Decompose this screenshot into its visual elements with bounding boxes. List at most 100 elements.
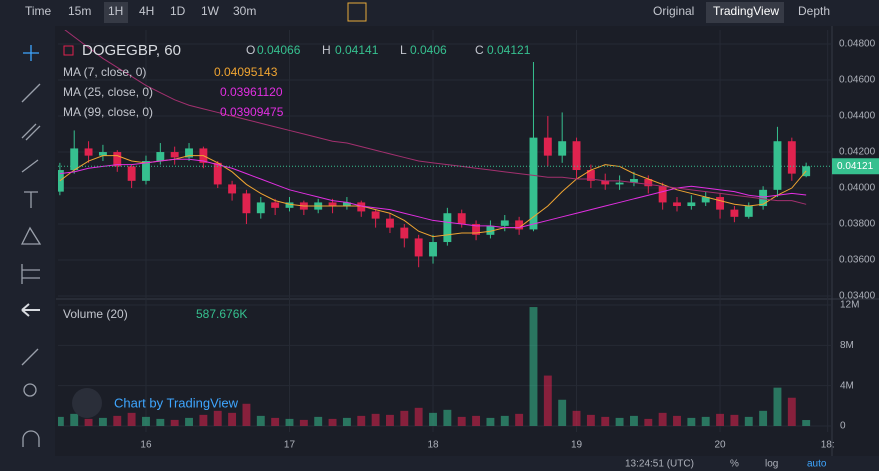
price-pane bbox=[58, 30, 811, 268]
candle-body bbox=[285, 202, 294, 208]
plot: 0.03400 0.03600 0.03800 0.04000 0.04200 0.044… bbox=[58, 30, 879, 451]
candle-body bbox=[644, 179, 653, 187]
volume-bar bbox=[802, 420, 811, 426]
interval[interactable]: 1W bbox=[201, 4, 220, 18]
candle-body bbox=[744, 206, 753, 217]
candle-body bbox=[58, 170, 64, 192]
bottom-bar bbox=[0, 456, 879, 471]
candle-body bbox=[486, 225, 495, 235]
y-tick-label: 0.04000 bbox=[839, 183, 876, 194]
volume-bar bbox=[342, 417, 351, 426]
y-tick-label: 0.03400 bbox=[839, 291, 876, 302]
candle-body bbox=[716, 197, 725, 210]
volume-bar bbox=[443, 409, 452, 426]
volume-bar bbox=[529, 307, 538, 426]
ma-value: 0.03961120 bbox=[220, 85, 283, 99]
volume-bar bbox=[386, 414, 394, 426]
volume-bar bbox=[615, 417, 624, 426]
candle-body bbox=[457, 213, 466, 225]
candle-body bbox=[773, 141, 782, 190]
interval[interactable]: 1H bbox=[108, 4, 123, 18]
volume-bar bbox=[400, 410, 409, 426]
candle-body bbox=[400, 227, 409, 239]
volume-bar bbox=[472, 415, 481, 426]
view-tab[interactable]: TradingView bbox=[713, 4, 779, 18]
candle-body bbox=[558, 141, 567, 156]
ohlc-letter: O bbox=[246, 43, 255, 57]
volume-bar bbox=[199, 414, 208, 426]
candle-body bbox=[228, 184, 237, 194]
ohlc-letter: L bbox=[400, 43, 407, 57]
y-tick-label: 0.04800 bbox=[839, 39, 876, 50]
interval[interactable]: 1D bbox=[170, 4, 186, 18]
volume-bar bbox=[256, 415, 265, 426]
toolbar-time[interactable]: Time bbox=[25, 4, 52, 18]
interval[interactable]: 30m bbox=[233, 4, 256, 18]
volume-bar bbox=[271, 417, 280, 426]
candle-body bbox=[515, 220, 524, 230]
volume-bar bbox=[457, 416, 466, 426]
auto-toggle[interactable]: auto bbox=[807, 459, 827, 470]
candle-body bbox=[271, 202, 280, 208]
volume-name: Volume (20) bbox=[63, 307, 128, 321]
candle-body bbox=[529, 137, 538, 230]
x-tick-label: 16 bbox=[140, 440, 152, 451]
ohlc-open: 0.04066 bbox=[257, 43, 301, 57]
last-price-label: 0.04121 bbox=[837, 161, 874, 172]
candle-body bbox=[500, 220, 509, 226]
view-tab[interactable]: Original bbox=[653, 4, 694, 18]
candle-body bbox=[787, 141, 796, 174]
active-interval bbox=[104, 2, 128, 23]
volume-bar bbox=[371, 413, 380, 426]
candle-body bbox=[414, 238, 423, 257]
volume-bar bbox=[328, 418, 337, 426]
active-view bbox=[706, 2, 784, 23]
volume-bar bbox=[658, 412, 667, 426]
y-tick-label: 0.04600 bbox=[839, 75, 876, 86]
volume-bar bbox=[70, 413, 79, 426]
candle-body bbox=[127, 166, 136, 181]
volume-bar bbox=[127, 412, 136, 426]
volume-bar bbox=[314, 416, 323, 426]
volume-bar bbox=[759, 410, 768, 426]
log-toggle[interactable]: log bbox=[765, 459, 778, 470]
interval[interactable]: 4H bbox=[139, 4, 154, 18]
volume-bar bbox=[787, 397, 796, 426]
candle-body bbox=[673, 202, 681, 207]
volume-bar bbox=[601, 416, 610, 426]
volume-bar bbox=[687, 417, 696, 426]
volume-bar bbox=[558, 399, 567, 426]
volume-bar bbox=[242, 403, 251, 426]
volume-bar bbox=[170, 419, 179, 426]
candle-body bbox=[586, 170, 595, 181]
volume-bar bbox=[414, 407, 423, 426]
volume-bar bbox=[773, 387, 782, 426]
candle-body bbox=[629, 179, 638, 183]
drawing-tools[interactable] bbox=[20, 45, 42, 447]
candle-body bbox=[572, 141, 581, 171]
volume-bar bbox=[586, 414, 595, 426]
percent-toggle[interactable]: % bbox=[730, 459, 739, 470]
left-toolbar bbox=[0, 26, 55, 456]
y-tick-label: 0.03600 bbox=[839, 255, 876, 266]
candle-body bbox=[156, 152, 165, 162]
volume-bar bbox=[299, 419, 308, 426]
volume-bar bbox=[543, 375, 552, 426]
view-tab[interactable]: Depth bbox=[798, 4, 830, 18]
toolbar-icon[interactable] bbox=[347, 2, 367, 22]
interval[interactable]: 15m bbox=[68, 4, 91, 18]
watermark[interactable]: Chart by TradingView bbox=[114, 395, 239, 410]
candle-body bbox=[256, 202, 265, 214]
collapse[interactable] bbox=[63, 45, 74, 56]
ohlc-low: 0.0406 bbox=[410, 43, 447, 57]
volume-bar bbox=[629, 415, 638, 426]
candle-body bbox=[543, 137, 552, 156]
x-tick-label: 20 bbox=[714, 440, 726, 451]
volume-bar bbox=[673, 415, 681, 426]
volume-bar bbox=[185, 417, 193, 426]
volume-bar bbox=[701, 416, 710, 426]
candle-body bbox=[142, 161, 150, 181]
y-tick-label: 0.03800 bbox=[839, 219, 876, 230]
moving-average bbox=[59, 155, 807, 238]
